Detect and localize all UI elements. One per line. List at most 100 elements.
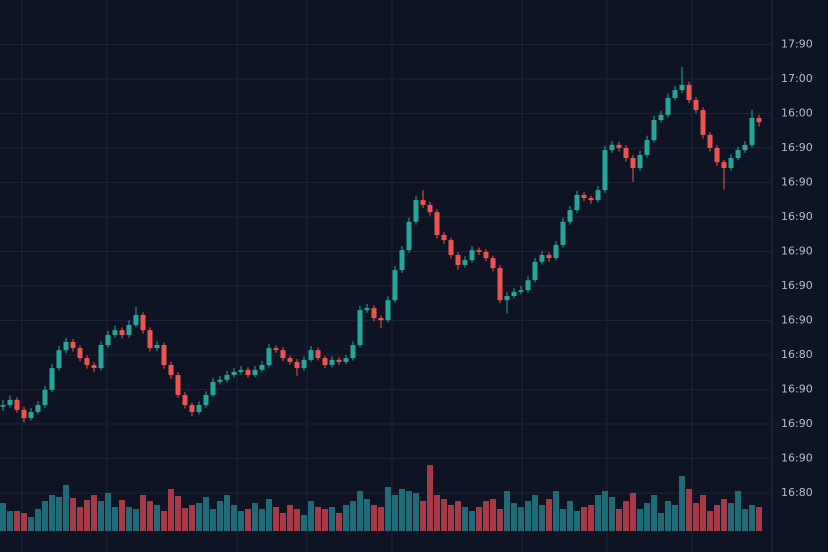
candle-body bbox=[182, 395, 188, 406]
candle-body bbox=[42, 389, 48, 406]
y-tick-label: 16:00 bbox=[781, 107, 813, 120]
volume-bar bbox=[721, 499, 727, 531]
candle-body bbox=[224, 375, 230, 380]
volume-bar bbox=[203, 497, 209, 531]
candle-body bbox=[203, 395, 209, 406]
volume-bar bbox=[756, 507, 762, 531]
volume-bar bbox=[637, 509, 643, 531]
volume-bar bbox=[245, 509, 251, 531]
candle-body bbox=[133, 314, 139, 325]
volume-bar bbox=[308, 501, 314, 531]
y-tick-label: 16:90 bbox=[781, 314, 813, 327]
volume-bar bbox=[518, 507, 524, 531]
volume-bar bbox=[385, 487, 391, 531]
volume-bar bbox=[287, 505, 293, 531]
candle-body bbox=[462, 260, 468, 265]
candle-body bbox=[658, 114, 664, 121]
y-tick-label: 16:80 bbox=[781, 348, 813, 361]
volume-bar bbox=[742, 509, 748, 531]
candle-body bbox=[147, 330, 153, 349]
candle-body bbox=[196, 405, 202, 412]
candle-body bbox=[707, 134, 713, 149]
candle-body bbox=[441, 234, 447, 241]
candle-body bbox=[714, 148, 720, 163]
candle-body bbox=[581, 194, 587, 199]
volume-bar bbox=[672, 505, 678, 531]
vertical-grid bbox=[21, 0, 693, 552]
candle-body bbox=[749, 117, 755, 145]
volume-bar bbox=[553, 491, 559, 531]
candle-body bbox=[560, 221, 566, 245]
candle-body bbox=[539, 254, 545, 262]
volume-bar bbox=[567, 501, 573, 531]
volume-bar bbox=[728, 503, 734, 531]
candle-body bbox=[308, 350, 314, 360]
candle-body bbox=[504, 296, 510, 301]
volume-bar bbox=[133, 509, 139, 531]
volume-bar bbox=[623, 501, 629, 531]
volume-bar bbox=[154, 505, 160, 531]
candle-body bbox=[210, 381, 216, 396]
volume-bar bbox=[406, 491, 412, 531]
candle-body bbox=[63, 341, 69, 351]
volume-bar bbox=[630, 493, 636, 531]
candle-body bbox=[329, 359, 335, 366]
y-tick-label: 16:90 bbox=[781, 452, 813, 465]
candle-body bbox=[21, 409, 27, 419]
candle-body bbox=[693, 100, 699, 111]
candle-body bbox=[490, 258, 496, 269]
volume-bar bbox=[175, 496, 181, 531]
candle-body bbox=[630, 158, 636, 169]
volume-bar bbox=[532, 495, 538, 531]
volume-bar bbox=[140, 495, 146, 531]
volume-bar bbox=[434, 495, 440, 531]
candle-body bbox=[301, 359, 307, 369]
candle-body bbox=[700, 110, 706, 135]
candle-body bbox=[294, 361, 300, 369]
candle-body bbox=[378, 318, 384, 321]
candle-body bbox=[497, 268, 503, 301]
volume-bar bbox=[14, 511, 20, 531]
candle-body bbox=[161, 345, 167, 366]
candle-body bbox=[189, 405, 195, 412]
volume-bar bbox=[413, 493, 419, 531]
candle-body bbox=[448, 240, 454, 255]
volume-bar bbox=[35, 509, 41, 531]
volume-bar bbox=[448, 505, 454, 531]
volume-bar bbox=[7, 511, 13, 531]
volume-bar bbox=[147, 501, 153, 531]
candle-body bbox=[588, 198, 594, 201]
volume-bar bbox=[63, 485, 69, 531]
candle-body bbox=[455, 254, 461, 265]
volume-bar bbox=[371, 505, 377, 531]
candle-body bbox=[70, 341, 76, 349]
volume-bar bbox=[560, 509, 566, 531]
volume-bar bbox=[714, 505, 720, 531]
candle-body bbox=[315, 350, 321, 359]
volume-bar bbox=[350, 501, 356, 531]
volume-bar bbox=[28, 517, 34, 531]
candle-body bbox=[175, 375, 181, 396]
candle-body bbox=[7, 399, 13, 406]
candle-body bbox=[231, 371, 237, 376]
candle-body bbox=[266, 348, 272, 366]
y-tick-label: 17:00 bbox=[781, 72, 813, 85]
volume-bar bbox=[259, 509, 265, 531]
volume-bar bbox=[70, 498, 76, 531]
volume-bar bbox=[77, 507, 83, 531]
y-tick-label: 17:90 bbox=[781, 38, 813, 51]
volume-bar bbox=[693, 503, 699, 531]
volume-bar bbox=[749, 505, 755, 531]
volume-bar bbox=[273, 507, 279, 531]
candle-body bbox=[259, 365, 265, 370]
volume-bar bbox=[105, 493, 111, 531]
candle-body bbox=[385, 300, 391, 321]
volume-bar bbox=[266, 499, 272, 531]
volume-bar bbox=[644, 503, 650, 531]
volume-bar bbox=[189, 505, 195, 531]
candle-body bbox=[154, 345, 160, 349]
candle-body bbox=[518, 290, 524, 292]
candle-body bbox=[679, 84, 685, 91]
volume-bar bbox=[119, 500, 125, 531]
candle-body bbox=[245, 369, 251, 376]
